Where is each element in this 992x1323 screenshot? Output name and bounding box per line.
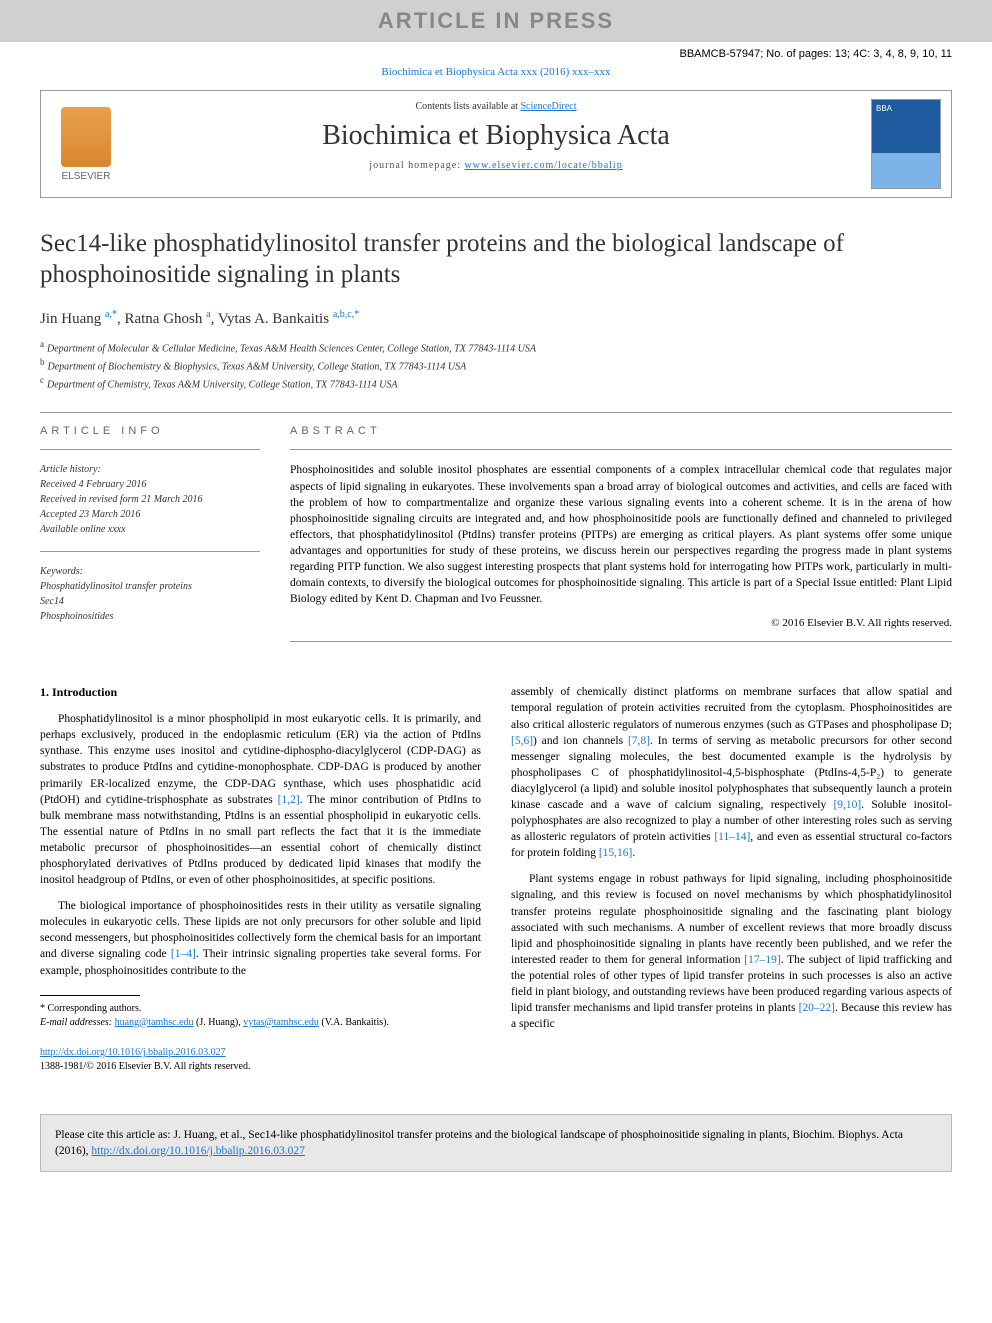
keyword-3: Phosphoinositides bbox=[40, 609, 260, 624]
history-online: Available online xxxx bbox=[40, 522, 260, 537]
email-link-1[interactable]: huang@tamhsc.edu bbox=[115, 1017, 194, 1028]
corresponding-label: * Corresponding authors. bbox=[40, 1002, 481, 1016]
divider bbox=[40, 551, 260, 552]
reference-link[interactable]: [5,6] bbox=[511, 735, 533, 747]
journal-homepage-line: journal homepage: www.elsevier.com/locat… bbox=[141, 160, 851, 171]
reference-link[interactable]: [11–14] bbox=[714, 831, 750, 843]
journal-header-box: ELSEVIER Contents lists available at Sci… bbox=[40, 90, 952, 198]
keyword-1: Phosphatidylinositol transfer proteins bbox=[40, 579, 260, 594]
divider bbox=[290, 449, 952, 450]
history-label: Article history: bbox=[40, 462, 260, 477]
body-columns: 1. Introduction Phosphatidylinositol is … bbox=[40, 684, 952, 1073]
history-revised: Received in revised form 21 March 2016 bbox=[40, 492, 260, 507]
author-2: Ratna Ghosh bbox=[124, 311, 206, 327]
reference-link[interactable]: [20–22] bbox=[799, 1002, 835, 1014]
affiliation-c: cDepartment of Chemistry, Texas A&M Univ… bbox=[40, 374, 952, 392]
journal-reference-line[interactable]: Biochimica et Biophysica Acta xxx (2016)… bbox=[0, 62, 992, 90]
corresponding-authors: * Corresponding authors. E-mail addresse… bbox=[40, 1002, 481, 1030]
elsevier-tree-icon bbox=[61, 107, 111, 167]
keywords-label: Keywords: bbox=[40, 564, 260, 579]
journal-cover-image bbox=[871, 99, 941, 189]
footnote-divider bbox=[40, 995, 140, 996]
journal-name: Biochimica et Biophysica Acta bbox=[141, 120, 851, 152]
affiliation-b: bDepartment of Biochemistry & Biophysics… bbox=[40, 356, 952, 374]
affiliation-a: aDepartment of Molecular & Cellular Medi… bbox=[40, 338, 952, 356]
abstract-label: ABSTRACT bbox=[290, 425, 952, 437]
keywords-block: Keywords: Phosphatidylinositol transfer … bbox=[40, 564, 260, 624]
contents-available-line: Contents lists available at ScienceDirec… bbox=[141, 101, 851, 112]
journal-homepage-link[interactable]: www.elsevier.com/locate/bbalip bbox=[465, 160, 623, 171]
reference-link[interactable]: [1,2] bbox=[278, 794, 300, 806]
column-left: 1. Introduction Phosphatidylinositol is … bbox=[40, 684, 481, 1073]
intro-para-1: Phosphatidylinositol is a minor phosphol… bbox=[40, 711, 481, 888]
keyword-2: Sec14 bbox=[40, 594, 260, 609]
article-in-press-banner: ARTICLE IN PRESS bbox=[0, 0, 992, 42]
intro-para-4: Plant systems engage in robust pathways … bbox=[511, 871, 952, 1032]
author-1-affil[interactable]: a,* bbox=[105, 309, 117, 320]
divider bbox=[290, 641, 952, 642]
authors-line: Jin Huang a,*, Ratna Ghosh a, Vytas A. B… bbox=[40, 309, 952, 328]
issn-copyright: 1388-1981/© 2016 Elsevier B.V. All right… bbox=[40, 1060, 481, 1074]
reference-link[interactable]: [1–4] bbox=[171, 948, 196, 960]
history-received: Received 4 February 2016 bbox=[40, 477, 260, 492]
column-right: assembly of chemically distinct platform… bbox=[511, 684, 952, 1073]
intro-para-2: The biological importance of phosphoinos… bbox=[40, 898, 481, 978]
citation-box: Please cite this article as: J. Huang, e… bbox=[40, 1114, 952, 1172]
contents-prefix: Contents lists available at bbox=[415, 101, 520, 112]
article-info-column: ARTICLE INFO Article history: Received 4… bbox=[40, 425, 260, 654]
elsevier-label: ELSEVIER bbox=[62, 171, 111, 182]
sciencedirect-link[interactable]: ScienceDirect bbox=[520, 101, 576, 112]
journal-cover-thumb[interactable] bbox=[861, 91, 951, 197]
intro-heading: 1. Introduction bbox=[40, 684, 481, 701]
reference-link[interactable]: [15,16] bbox=[599, 847, 633, 859]
abstract-text: Phosphoinositides and soluble inositol p… bbox=[290, 462, 952, 607]
article-history: Article history: Received 4 February 201… bbox=[40, 462, 260, 537]
article-info-label: ARTICLE INFO bbox=[40, 425, 260, 437]
article-title: Sec14-like phosphatidylinositol transfer… bbox=[40, 228, 952, 291]
intro-para-3: assembly of chemically distinct platform… bbox=[511, 684, 952, 861]
history-accepted: Accepted 23 March 2016 bbox=[40, 507, 260, 522]
divider bbox=[40, 412, 952, 413]
reference-link[interactable]: [7,8] bbox=[628, 735, 650, 747]
abstract-copyright: © 2016 Elsevier B.V. All rights reserved… bbox=[290, 617, 952, 629]
citation-doi-link[interactable]: http://dx.doi.org/10.1016/j.bbalip.2016.… bbox=[91, 1145, 305, 1157]
affiliations: aDepartment of Molecular & Cellular Medi… bbox=[40, 338, 952, 393]
author-1: Jin Huang bbox=[40, 311, 105, 327]
homepage-prefix: journal homepage: bbox=[369, 160, 464, 171]
reference-link[interactable]: [9,10] bbox=[833, 799, 861, 811]
abstract-column: ABSTRACT Phosphoinositides and soluble i… bbox=[290, 425, 952, 654]
elsevier-logo[interactable]: ELSEVIER bbox=[41, 91, 131, 197]
header-center: Contents lists available at ScienceDirec… bbox=[131, 91, 861, 197]
doi-block: http://dx.doi.org/10.1016/j.bbalip.2016.… bbox=[40, 1046, 481, 1074]
doi-link[interactable]: http://dx.doi.org/10.1016/j.bbalip.2016.… bbox=[40, 1047, 226, 1058]
email-link-2[interactable]: vytas@tamhsc.edu bbox=[243, 1017, 319, 1028]
reference-link[interactable]: [17–19] bbox=[744, 954, 780, 966]
author-3: Vytas A. Bankaitis bbox=[218, 311, 333, 327]
divider bbox=[40, 449, 260, 450]
proof-meta: BBAMCB-57947; No. of pages: 13; 4C: 3, 4… bbox=[0, 42, 992, 62]
corresponding-emails: E-mail addresses: huang@tamhsc.edu (J. H… bbox=[40, 1016, 481, 1030]
author-3-affil[interactable]: a,b,c,* bbox=[333, 309, 359, 320]
